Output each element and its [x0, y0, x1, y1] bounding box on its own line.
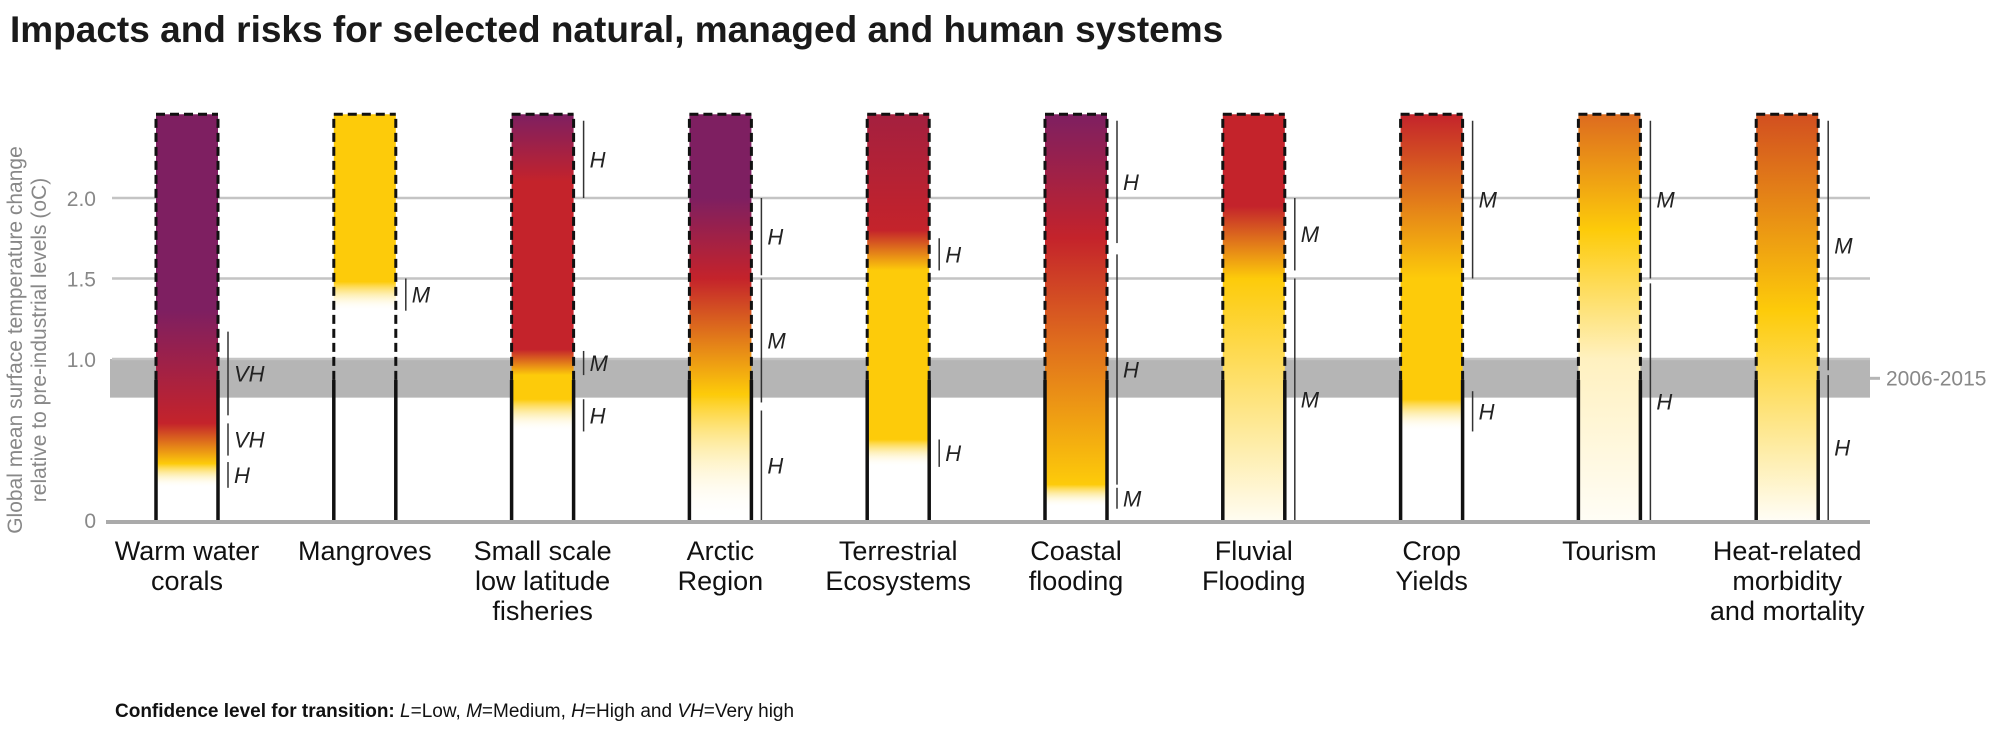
- confidence-label: M: [1479, 188, 1498, 213]
- category-labels: Warm water corals Mangroves Small scale low …: [115, 536, 1865, 626]
- ember-fill: [867, 114, 930, 520]
- confidence-label: H: [1123, 170, 1139, 195]
- category-label: Mangroves: [298, 536, 432, 566]
- y-tick-label: 2.0: [67, 188, 96, 211]
- ember-bar: HM: [1398, 112, 1498, 520]
- ember-fill: [1756, 114, 1819, 520]
- category-label: Tourism: [1562, 536, 1657, 566]
- ember-bar: H VH VH: [154, 112, 265, 520]
- y-axis-label: Global mean surface temperature changere…: [4, 146, 51, 534]
- confidence-label: H: [767, 453, 783, 478]
- category-label: Terrestrial Ecosystems: [825, 536, 971, 596]
- category-label: Heat-related morbidity and mortality: [1710, 536, 1865, 626]
- category-label: Arctic Region: [678, 536, 764, 596]
- confidence-label: H: [590, 147, 606, 172]
- category-label: Warm water corals: [115, 536, 260, 596]
- ember-bar: HM: [1576, 112, 1675, 520]
- ember-fill: [1222, 114, 1285, 520]
- confidence-label: H: [1123, 357, 1139, 382]
- category-label: Coastal flooding: [1029, 536, 1124, 596]
- confidence-label: VH: [234, 361, 265, 386]
- confidence-label: M: [1656, 188, 1675, 213]
- ember-bar: HH: [865, 112, 961, 520]
- ember-bar: M H H: [1043, 112, 1142, 520]
- ember-fill: [1400, 114, 1463, 520]
- chart-title: Impacts and risks for selected natural, …: [10, 9, 1223, 50]
- confidence-label: H: [590, 403, 606, 428]
- confidence-label: H: [945, 242, 961, 267]
- confidence-label: M: [1301, 387, 1320, 412]
- confidence-label: M: [412, 283, 431, 308]
- y-tick-label: 1.5: [67, 269, 96, 292]
- confidence-label: H: [767, 225, 783, 250]
- ember-bar: H M H: [509, 112, 609, 520]
- confidence-label: H: [234, 463, 250, 488]
- confidence-label: H: [945, 441, 961, 466]
- y-tick-label: 1.0: [67, 349, 96, 372]
- y-axis-title: Global mean surface temperature changere…: [4, 146, 51, 534]
- ember-fill: [511, 114, 574, 520]
- confidence-label: M: [590, 351, 609, 376]
- confidence-label: M: [1123, 486, 1142, 511]
- confidence-label: M: [1834, 233, 1853, 258]
- y-tick-label: 0: [84, 510, 96, 533]
- category-label: Small scale low latitude fisheries: [474, 536, 612, 626]
- confidence-label: VH: [234, 428, 265, 453]
- category-label: Fluvial Flooding: [1202, 536, 1306, 596]
- ember-bar: H M H: [687, 112, 786, 520]
- footnote: Confidence level for transition: L=Low, …: [115, 701, 794, 722]
- ember-fill: [689, 114, 752, 520]
- gridlines: 2006-2015 0 1.0 1.5 2.0: [67, 188, 1987, 533]
- confidence-label: H: [1834, 436, 1850, 461]
- category-label: Crop Yields: [1395, 536, 1468, 596]
- ember-fill: [1578, 114, 1641, 520]
- ember-fill: [1045, 114, 1107, 520]
- reference-band-label: 2006-2015: [1886, 367, 1986, 390]
- ember-fill: [333, 114, 396, 520]
- ember-bar: M: [332, 112, 431, 520]
- ember-bar: MM: [1221, 112, 1320, 520]
- confidence-label: M: [1301, 222, 1320, 247]
- ember-bar: HM: [1754, 112, 1853, 520]
- confidence-label: M: [767, 328, 786, 353]
- confidence-label: H: [1656, 390, 1672, 415]
- confidence-label: H: [1479, 399, 1495, 424]
- ember-fill: [156, 114, 218, 520]
